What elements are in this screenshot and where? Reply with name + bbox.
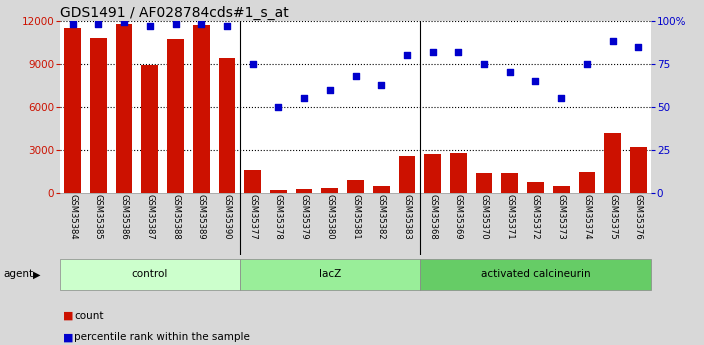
Point [427,49,439,55]
Text: GSM35387: GSM35387 [145,195,154,240]
Point [530,78,541,84]
Text: GSM35386: GSM35386 [120,195,129,240]
Point [350,73,361,79]
Text: ■: ■ [63,333,74,342]
Text: activated calcineurin: activated calcineurin [481,269,591,279]
Point [170,21,181,27]
Point [298,96,310,101]
Text: ■: ■ [63,311,74,321]
Text: GSM35369: GSM35369 [454,195,463,240]
Point [376,82,387,87]
Text: GSM35379: GSM35379 [300,195,308,240]
Point [607,39,618,44]
Bar [373,186,389,193]
Bar [630,147,647,193]
Bar [322,188,338,193]
Point [118,20,130,25]
Bar [553,186,570,193]
Point [633,44,644,49]
FancyBboxPatch shape [420,259,651,290]
Text: GSM35378: GSM35378 [274,195,283,240]
Text: GSM35370: GSM35370 [479,195,489,240]
Point [272,104,284,110]
Point [247,61,258,67]
Text: GSM35373: GSM35373 [557,195,566,240]
Bar [476,173,492,193]
Bar [527,182,544,193]
Text: GSM35388: GSM35388 [171,195,180,240]
Text: GSM35381: GSM35381 [351,195,360,240]
Text: GSM35371: GSM35371 [505,195,515,240]
Point [93,21,104,27]
Point [479,61,490,67]
Text: ▶: ▶ [33,269,40,279]
Point [324,87,335,92]
Bar [142,65,158,193]
FancyBboxPatch shape [240,259,420,290]
Bar [296,189,313,193]
FancyBboxPatch shape [60,259,240,290]
Text: GSM35368: GSM35368 [428,195,437,240]
Bar [64,28,81,193]
Point [67,21,78,27]
Bar [244,170,261,193]
Point [582,61,593,67]
Bar [270,190,287,193]
Point [555,96,567,101]
Point [401,52,413,58]
Text: count: count [74,311,103,321]
Bar [501,173,518,193]
Text: GSM35385: GSM35385 [94,195,103,240]
Point [221,23,232,29]
Text: agent: agent [4,269,34,279]
Bar [193,25,210,193]
Bar [425,155,441,193]
Text: lacZ: lacZ [319,269,341,279]
Text: GSM35389: GSM35389 [196,195,206,240]
Text: GSM35377: GSM35377 [249,195,257,240]
Text: GSM35383: GSM35383 [403,195,411,240]
Text: GSM35382: GSM35382 [377,195,386,240]
Bar [219,58,235,193]
Text: GSM35380: GSM35380 [325,195,334,240]
Bar [450,153,467,193]
Point [196,21,207,27]
Bar [579,171,596,193]
Point [144,23,156,29]
Bar [347,180,364,193]
Text: percentile rank within the sample: percentile rank within the sample [74,333,250,342]
Text: control: control [132,269,168,279]
Bar [398,156,415,193]
Point [504,70,515,75]
Text: GSM35372: GSM35372 [531,195,540,240]
Text: GSM35375: GSM35375 [608,195,617,240]
Bar [167,39,184,193]
Text: GSM35384: GSM35384 [68,195,77,240]
Bar [115,23,132,193]
Bar [604,133,621,193]
Point [453,49,464,55]
Text: GSM35390: GSM35390 [222,195,232,240]
Bar [90,38,107,193]
Text: GDS1491 / AF028784cds#1_s_at: GDS1491 / AF028784cds#1_s_at [60,6,289,20]
Text: GSM35374: GSM35374 [582,195,591,240]
Text: GSM35376: GSM35376 [634,195,643,240]
